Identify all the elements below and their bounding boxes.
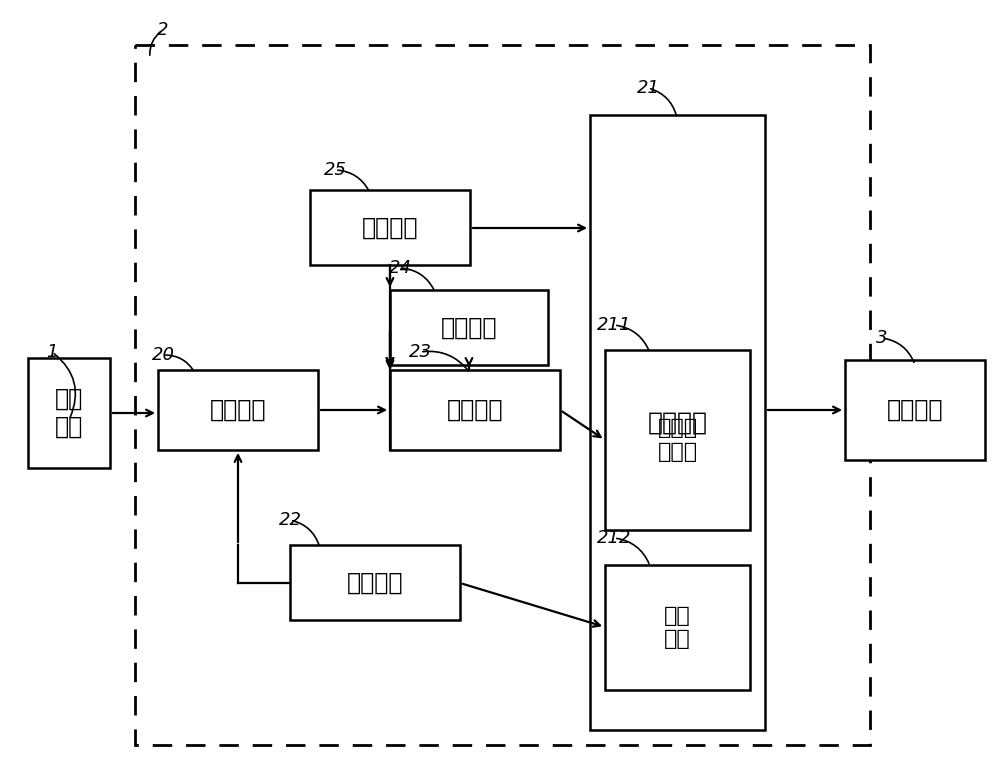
Text: 检测模块: 检测模块	[347, 571, 403, 594]
Bar	[605, 565, 750, 690]
Text: 21: 21	[637, 79, 660, 97]
Bar	[390, 370, 560, 450]
Text: 212: 212	[597, 529, 631, 547]
Bar	[28, 358, 110, 468]
Bar	[390, 290, 548, 365]
Text: 20: 20	[152, 346, 175, 364]
Text: 显示设备: 显示设备	[887, 398, 943, 422]
Text: 检测
试片: 检测 试片	[55, 387, 83, 439]
Text: 处理模块: 处理模块	[648, 411, 708, 435]
Text: 23: 23	[409, 343, 432, 361]
Text: 记忆
单元: 记忆 单元	[664, 606, 691, 649]
Text: 转换模块: 转换模块	[447, 398, 503, 422]
Text: 24: 24	[388, 259, 412, 277]
Bar	[135, 45, 870, 745]
Bar	[290, 545, 460, 620]
Bar	[605, 350, 750, 530]
Text: 供电模块: 供电模块	[362, 216, 418, 239]
Bar	[310, 190, 470, 265]
Text: 连接单元: 连接单元	[210, 398, 266, 422]
Text: 22: 22	[278, 511, 302, 529]
Bar	[158, 370, 318, 450]
Bar	[590, 115, 765, 730]
Bar	[845, 360, 985, 460]
Text: 211: 211	[597, 316, 631, 334]
Text: 3: 3	[876, 329, 888, 347]
Text: 模数转
换单元: 模数转 换单元	[657, 418, 698, 461]
Text: 1: 1	[46, 343, 58, 361]
Text: 25: 25	[324, 161, 347, 179]
Text: 控制模块: 控制模块	[441, 315, 497, 339]
Text: 2: 2	[157, 21, 169, 39]
